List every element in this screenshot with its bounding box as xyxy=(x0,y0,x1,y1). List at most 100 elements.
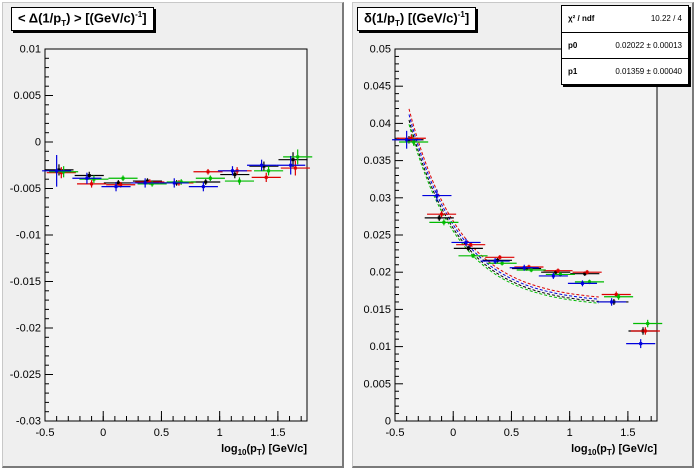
y-tick-label: -0.02 xyxy=(16,323,41,335)
x-axis-label: log10(pT) [GeV/c] xyxy=(221,443,307,457)
data-point xyxy=(500,261,504,265)
data-point xyxy=(409,136,413,140)
x-tick-label: 1 xyxy=(567,427,573,439)
x-tick-label: -0.5 xyxy=(386,427,405,439)
data-point xyxy=(464,240,468,244)
data-point xyxy=(610,300,614,304)
data-point xyxy=(556,269,560,273)
stats-row-p0: p0 0.02022 ± 0.00013 xyxy=(562,32,688,56)
data-point xyxy=(208,176,212,180)
data-point xyxy=(92,177,96,181)
data-point xyxy=(522,266,526,270)
stats-row-chi2: χ² / ndf 10.22 / 4 xyxy=(562,6,688,30)
y-tick-label: 0.045 xyxy=(363,81,391,93)
data-point xyxy=(204,180,208,184)
y-tick-label: 0.01 xyxy=(370,341,391,353)
data-point xyxy=(59,171,63,175)
y-tick-label: 0.02 xyxy=(370,267,391,279)
data-point xyxy=(493,259,497,263)
data-point xyxy=(145,179,149,183)
x-tick-label: 1 xyxy=(217,427,223,439)
data-point xyxy=(585,270,589,274)
data-point xyxy=(437,216,441,220)
title-text: ) > [(GeV/c) xyxy=(66,10,136,26)
data-point xyxy=(614,293,618,297)
data-point xyxy=(527,265,531,269)
title-subscript: T xyxy=(61,18,67,28)
right-plot-title: δ(1/pT) [(GeV/c)-1] xyxy=(357,7,477,31)
data-point xyxy=(57,168,61,172)
data-point xyxy=(498,255,502,259)
data-point xyxy=(233,173,237,177)
data-point xyxy=(85,176,89,180)
y-tick-label: 0.04 xyxy=(370,118,391,130)
stats-value: 0.02022 ± 0.00013 xyxy=(615,41,682,50)
y-tick-label: -0.01 xyxy=(16,230,41,242)
y-tick-label: 0.035 xyxy=(363,155,391,167)
y-tick-label: 0.015 xyxy=(363,304,391,316)
data-point xyxy=(405,138,409,142)
data-point xyxy=(55,169,59,173)
data-point xyxy=(471,254,475,258)
fit-curve xyxy=(408,119,599,302)
title-text: ) [(GeV/c) xyxy=(399,10,458,26)
data-point xyxy=(646,322,650,326)
y-tick-label: 0.03 xyxy=(370,192,391,204)
data-point xyxy=(114,185,118,189)
data-point xyxy=(643,329,647,333)
title-superscript: -1 xyxy=(457,10,465,19)
data-point xyxy=(617,295,621,299)
data-point xyxy=(172,181,176,185)
y-tick-label: 0.005 xyxy=(363,378,391,390)
x-tick-label: 0 xyxy=(100,427,106,439)
data-point xyxy=(466,246,470,250)
data-point xyxy=(440,212,444,216)
y-tick-label: 0.01 xyxy=(20,44,41,56)
data-point xyxy=(119,183,123,187)
data-point xyxy=(583,272,587,276)
y-tick-label: -0.03 xyxy=(16,416,41,428)
y-tick-label: 0.05 xyxy=(370,44,391,56)
stats-row-p1: p1 0.01359 ± 0.00040 xyxy=(562,58,688,82)
y-tick-label: 0.025 xyxy=(363,230,391,242)
plot-frame xyxy=(44,48,308,422)
data-point xyxy=(639,342,643,346)
x-tick-label: 0.5 xyxy=(154,427,169,439)
y-tick-label: 0 xyxy=(35,137,41,149)
data-point xyxy=(495,258,499,262)
data-point xyxy=(90,182,94,186)
title-subscript: T xyxy=(395,18,400,28)
y-tick-label: 0.005 xyxy=(13,90,41,102)
data-point xyxy=(201,185,205,189)
left-plot-title: < Δ(1/pT) > [(GeV/c)-1] xyxy=(11,7,154,31)
y-tick-label: -0.015 xyxy=(10,276,41,288)
x-tick-label: 1.5 xyxy=(620,427,635,439)
x-tick-label: 0.5 xyxy=(504,427,519,439)
data-point xyxy=(179,180,183,184)
title-text: δ(1/p xyxy=(364,10,395,26)
x-tick-label: -0.5 xyxy=(36,427,55,439)
y-tick-label: 0 xyxy=(385,416,391,428)
data-point xyxy=(62,170,66,174)
data-point xyxy=(260,163,264,167)
data-point xyxy=(289,163,293,167)
data-point xyxy=(554,270,558,274)
x-tick-label: 1.5 xyxy=(270,427,285,439)
resolution-inverse-pt-chart: 0 0.005 0.01 0.015 0.02 0.025 0.03 0.035 0.04 0.0… xyxy=(363,44,663,457)
plot-frame xyxy=(394,48,658,422)
data-point xyxy=(267,169,271,173)
x-tick-label: 0 xyxy=(450,427,456,439)
stats-label: χ² / ndf xyxy=(568,14,595,23)
data-point xyxy=(262,164,266,168)
right-plot-pad: 0 0.005 0.01 0.015 0.02 0.025 0.03 0.035 0.04 0.0… xyxy=(352,2,694,468)
data-point xyxy=(296,155,300,159)
stats-value: 10.22 / 4 xyxy=(650,14,682,23)
data-point xyxy=(442,220,446,224)
stats-label: p0 xyxy=(568,41,578,50)
y-tick-label: -0.005 xyxy=(10,183,41,195)
data-point xyxy=(264,175,268,179)
stats-value: 0.01359 ± 0.00040 xyxy=(615,67,682,76)
left-plot-pad: -0.03 -0.025 -0.02 -0.015 -0.01 -0.005 0 0.005 0… xyxy=(2,2,344,468)
data-point xyxy=(293,166,297,170)
data-point xyxy=(143,181,147,185)
